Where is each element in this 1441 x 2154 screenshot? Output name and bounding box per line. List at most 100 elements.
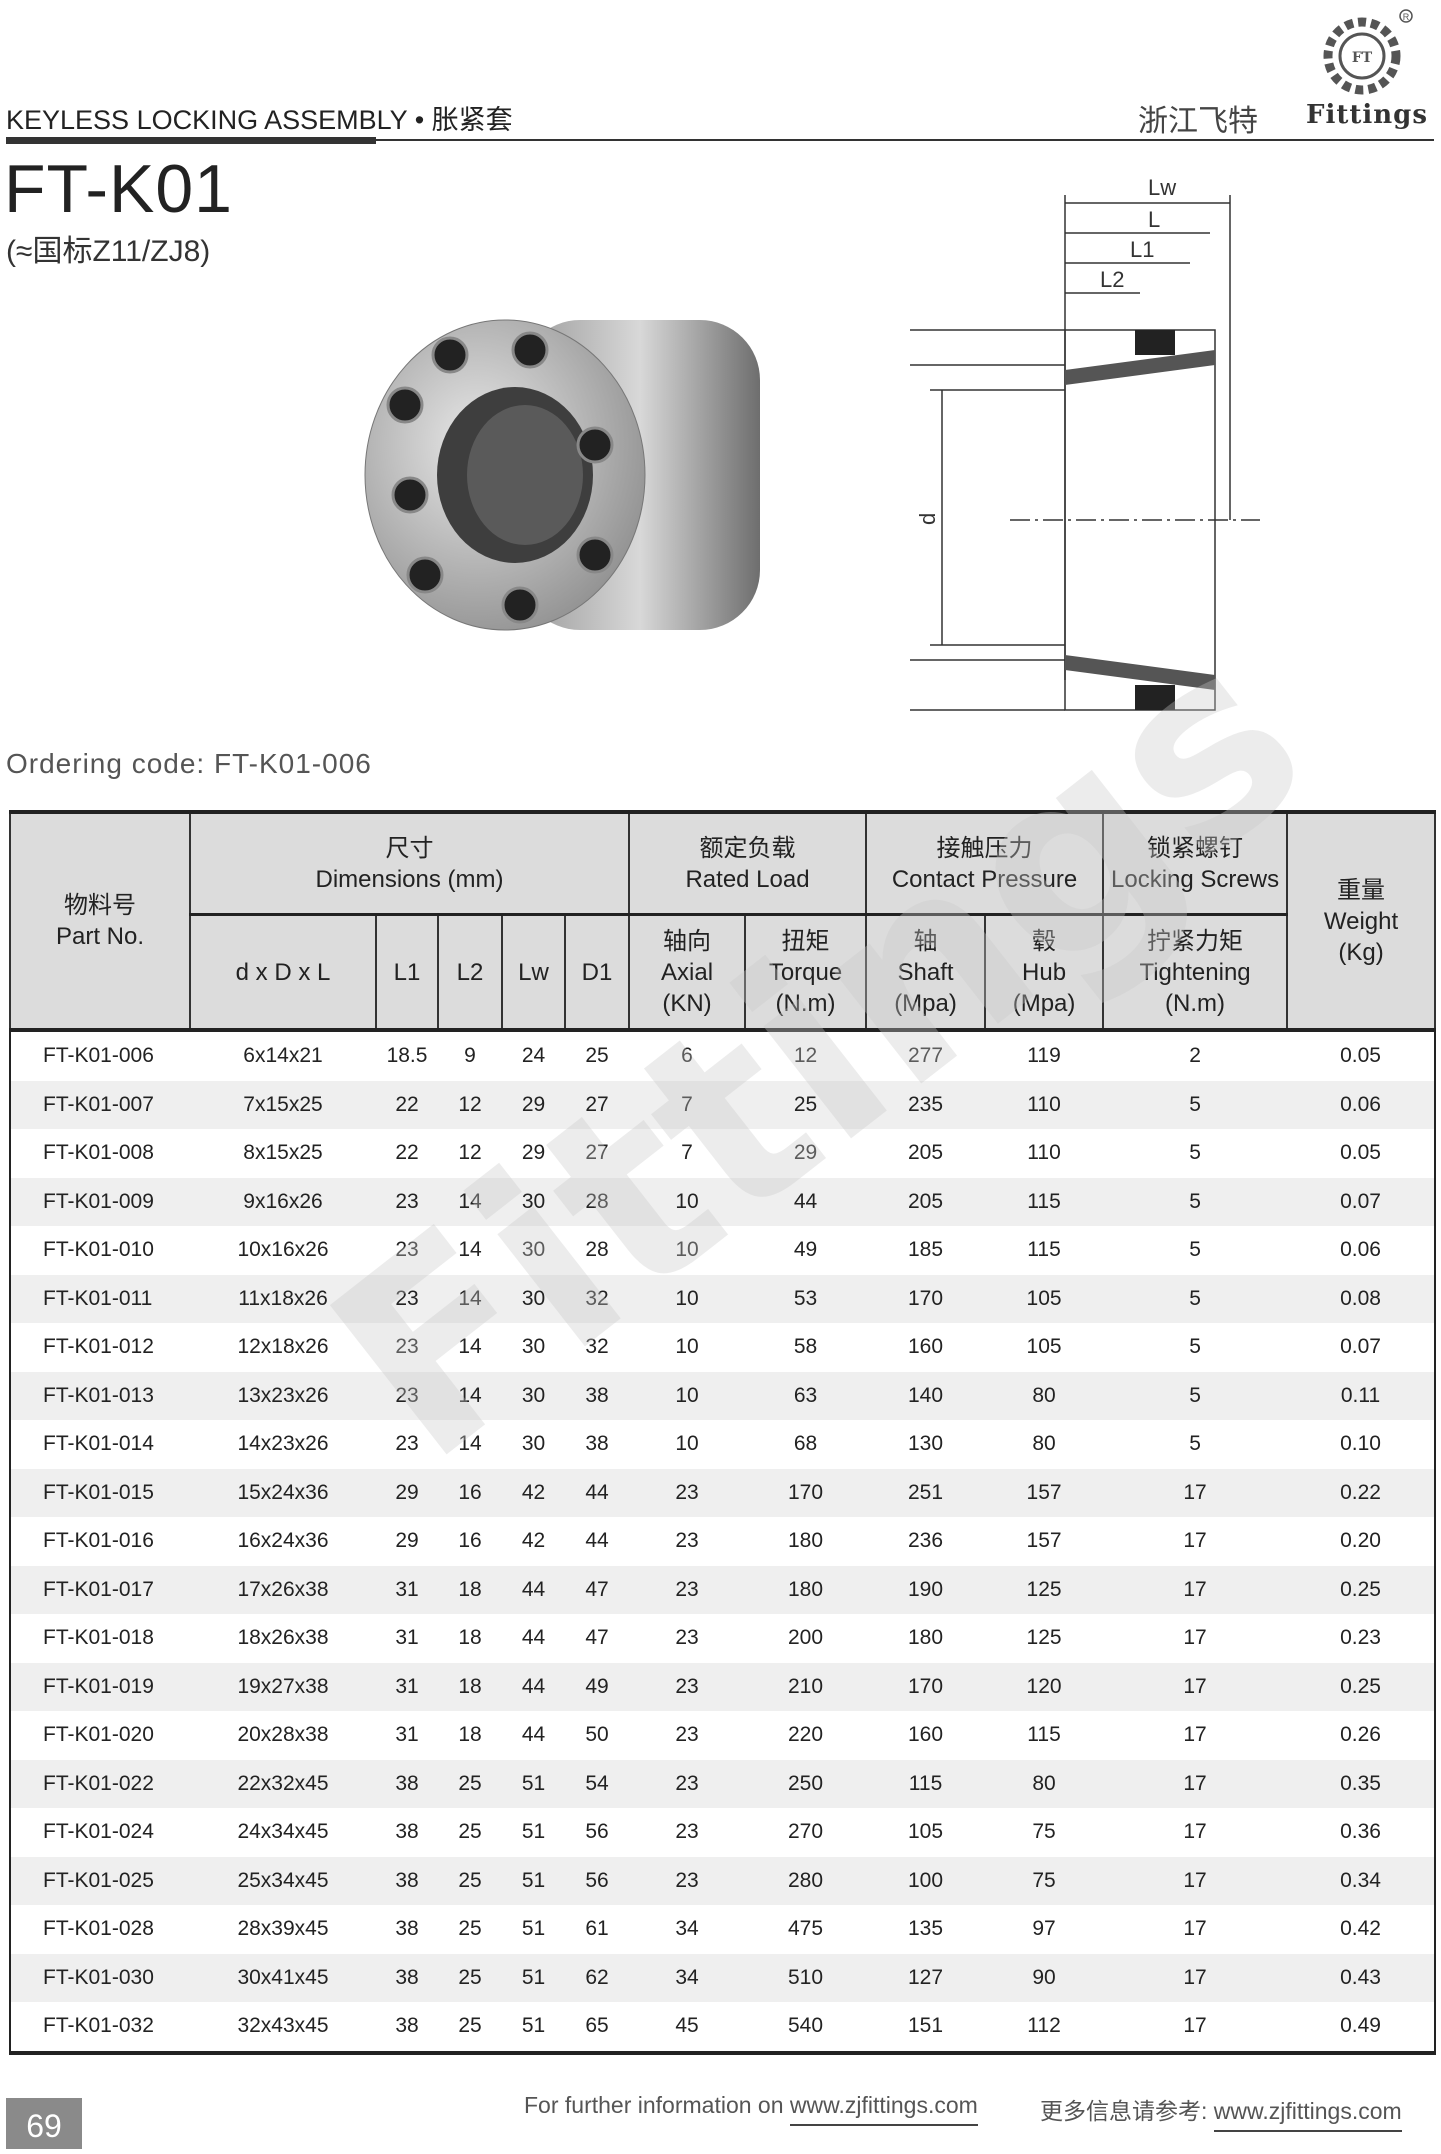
technical-drawing: Lw L L1 L2 D1 D d <box>910 175 1260 711</box>
footer-info-cn: 更多信息请参考: www.zjfittings.com <box>1040 2092 1402 2132</box>
table-cell: 14 <box>438 1274 502 1323</box>
table-cell: 18 <box>458 1723 482 1747</box>
table-cell: 23 <box>675 1820 699 1844</box>
table-cell: 19x27x38 <box>190 1662 376 1711</box>
table-cell: 10 <box>675 1432 699 1456</box>
table-cell: FT-K01-010 <box>9 1226 190 1275</box>
col-weight: 重量 Weight (Kg) <box>1286 810 1437 1032</box>
table-row: FT-K01-012 12x18x26 23 14 30 32 10 58 160 105 5 0.0… <box>9 1323 1437 1372</box>
table-cell: 110 <box>985 1080 1104 1129</box>
table-cell: 22 <box>395 1141 419 1165</box>
table-cell: 80 <box>985 1759 1104 1808</box>
table-cell: FT-K01-020 <box>9 1711 190 1760</box>
table-cell: 75 <box>1032 1820 1056 1844</box>
col-group-locking-screws: 锁紧螺钉 Locking Screws <box>1102 810 1289 915</box>
table-cell: 34 <box>629 1953 746 2002</box>
table-cell: 25 <box>585 1044 609 1068</box>
table-cell: FT-K01-022 <box>9 1759 190 1808</box>
table-cell: 16 <box>458 1529 482 1553</box>
table-cell: 125 <box>985 1565 1104 1614</box>
table-cell: 25 <box>438 2002 502 2055</box>
table-cell: 32 <box>565 1274 630 1323</box>
table-cell: 12 <box>458 1141 482 1165</box>
table-cell: 140 <box>866 1371 986 1420</box>
table-cell: 23 <box>376 1371 438 1420</box>
table-cell: 205 <box>908 1141 944 1165</box>
table-cell: 10x16x26 <box>237 1238 329 1262</box>
table-cell: 44 <box>745 1177 867 1226</box>
col-lw: Lw <box>501 913 566 1032</box>
table-cell: 17 <box>1183 1723 1207 1747</box>
table-cell: 17 <box>1103 1565 1288 1614</box>
table-cell: 29 <box>793 1141 818 1165</box>
table-row: FT-K01-022 22x32x45 38 25 51 54 23 250 115 80 17 0.… <box>9 1759 1437 1808</box>
table-cell: FT-K01-030 <box>9 1953 190 2002</box>
table-cell: 180 <box>788 1529 824 1553</box>
table-row: FT-K01-025 25x34x45 38 25 51 56 23 280 100 75 17 0.… <box>9 1856 1437 1905</box>
table-cell: 23 <box>629 1759 746 1808</box>
table-cell: 65 <box>565 2002 630 2055</box>
table-cell: 75 <box>985 1856 1104 1905</box>
table-cell: 540 <box>745 2002 867 2055</box>
table-cell: 6x14x21 <box>243 1044 323 1068</box>
table-cell: 53 <box>745 1274 867 1323</box>
table-cell: 29 <box>502 1080 565 1129</box>
brand-name-cn: 浙江飞特 <box>1138 105 1258 138</box>
table-cell: 25 <box>745 1080 867 1129</box>
table-cell: 17 <box>1103 1953 1288 2002</box>
table-cell: FT-K01-015 <box>9 1468 190 1517</box>
table-cell: 2 <box>1189 1044 1201 1068</box>
table-row: FT-K01-011 11x18x26 23 14 30 32 10 53 170 105 5 0.0… <box>9 1274 1437 1323</box>
footer-link-en[interactable]: www.zjfittings.com <box>789 2092 978 2126</box>
table-row: FT-K01-017 17x26x38 31 18 44 47 23 180 190 125 17 0… <box>9 1565 1437 1614</box>
table-cell: 44 <box>521 1723 546 1747</box>
table-cell: 24 <box>521 1044 546 1068</box>
table-cell: 12 <box>438 1080 502 1129</box>
table-cell: 18 <box>438 1662 502 1711</box>
table-cell: FT-K01-013 <box>9 1371 190 1420</box>
table-cell: 5 <box>1103 1080 1288 1129</box>
table-cell: 28 <box>565 1177 630 1226</box>
table-cell: 14 <box>458 1432 482 1456</box>
col-tightening: 拧紧力矩 Tightening (N.m) <box>1102 913 1289 1032</box>
table-row: FT-K01-008 8x15x25 22 12 29 27 7 29 205 110 5 0.05 <box>9 1129 1437 1178</box>
table-cell: 47 <box>585 1626 609 1650</box>
table-cell: 23 <box>675 1529 699 1553</box>
table-cell: 10 <box>629 1371 746 1420</box>
table-cell: FT-K01-032 <box>9 2002 190 2055</box>
table-cell: 210 <box>745 1662 867 1711</box>
table-cell: 23 <box>629 1856 746 1905</box>
col-part-no: 物料号 Part No. <box>9 810 191 1032</box>
svg-text:R: R <box>1403 12 1410 22</box>
table-cell: 38 <box>376 2002 438 2055</box>
table-cell: 15x24x36 <box>190 1468 376 1517</box>
col-group-rated-load: 额定负载 Rated Load <box>628 810 868 915</box>
table-cell: 115 <box>1027 1238 1061 1262</box>
table-cell: 0.34 <box>1287 1856 1437 1905</box>
table-cell: 5 <box>1103 1274 1288 1323</box>
table-cell: 38 <box>395 1917 419 1941</box>
table-cell: 68 <box>793 1432 818 1456</box>
table-cell: 7x15x25 <box>190 1080 376 1129</box>
table-cell: 115 <box>866 1759 986 1808</box>
table-cell: 38 <box>395 1820 419 1844</box>
table-cell: 0.26 <box>1287 1711 1437 1760</box>
table-cell: 205 <box>866 1177 986 1226</box>
table-cell: 45 <box>629 2002 746 2055</box>
table-cell: FT-K01-019 <box>9 1662 190 1711</box>
col-axial: 轴向 Axial (KN) <box>628 913 747 1032</box>
ordering-code: Ordering code: FT-K01-006 <box>6 748 372 779</box>
table-cell: FT-K01-007 <box>9 1080 190 1129</box>
table-cell: 28x39x45 <box>237 1917 329 1941</box>
table-cell: 0.07 <box>1287 1323 1437 1372</box>
table-cell: 23 <box>675 1626 699 1650</box>
table-cell: 23 <box>395 1335 419 1359</box>
footer-link-cn[interactable]: www.zjfittings.com <box>1213 2098 1402 2132</box>
table-cell: 236 <box>908 1529 944 1553</box>
table-cell: FT-K01-028 <box>9 1905 190 1954</box>
table-cell: 14 <box>458 1238 482 1262</box>
table-cell: 30 <box>502 1274 565 1323</box>
table-cell: 280 <box>745 1856 867 1905</box>
table-cell: 24x34x45 <box>237 1820 329 1844</box>
model-title: FT-K01 <box>4 151 233 227</box>
